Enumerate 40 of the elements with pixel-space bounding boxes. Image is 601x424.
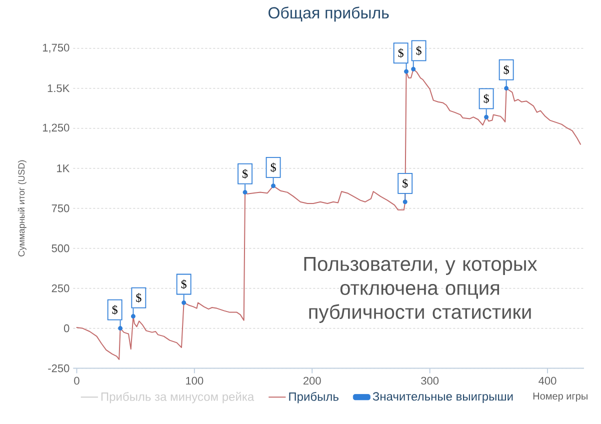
- point: [271, 184, 276, 188]
- x-tick-label: 0: [74, 376, 80, 385]
- legend-label: Прибыль: [289, 392, 338, 404]
- y-tick-label: 500: [52, 244, 70, 252]
- data-label: $: [416, 46, 422, 56]
- point: [182, 300, 186, 305]
- y-tick-label: 250: [52, 284, 70, 292]
- x-tick-label: 300: [421, 376, 439, 385]
- annotation: Пользователи, у которых отключена опция публичности статистики: [304, 257, 538, 323]
- x-axis-title: Номер игры: [533, 392, 588, 402]
- point: [484, 114, 489, 120]
- point: [504, 86, 509, 91]
- y-tick-label: 750: [52, 204, 70, 212]
- y-tick-label: -250: [48, 364, 70, 372]
- data-label: $: [484, 94, 489, 104]
- legend-label: Значительные выигрыши: [372, 392, 513, 404]
- point: [404, 69, 409, 74]
- data-label: $: [112, 305, 118, 315]
- y-tick-label: 1K: [57, 164, 70, 172]
- data-label: $: [242, 169, 248, 179]
- data-label: $: [398, 48, 404, 58]
- y-tick-label: 1.5K: [48, 84, 70, 92]
- point: [411, 66, 416, 72]
- point: [130, 314, 136, 319]
- point: [402, 200, 408, 204]
- y-tick-label: 1,750: [42, 44, 70, 53]
- y-tick-label: 1,250: [42, 124, 70, 133]
- x-tick-label: 400: [538, 376, 556, 385]
- data-label: $: [136, 293, 142, 303]
- point: [242, 190, 248, 195]
- data-label: $: [270, 162, 276, 172]
- x-tick-label: 100: [186, 376, 204, 385]
- data-label: $: [181, 279, 186, 290]
- x-tick-label: 200: [304, 376, 321, 385]
- chart-title: Общая прибыль: [268, 6, 389, 22]
- y-axis-title: Суммарный итог (USD): [18, 160, 26, 256]
- y-tick-label: 0: [64, 324, 70, 332]
- data-label: $: [402, 178, 408, 188]
- point: [118, 326, 123, 331]
- data-label: $: [504, 65, 509, 75]
